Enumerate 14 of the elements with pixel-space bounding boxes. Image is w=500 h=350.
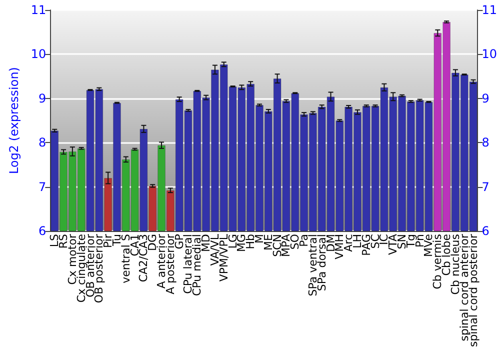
y2-tick-label: 7	[482, 180, 490, 194]
y-tick-label: 6	[38, 224, 46, 238]
y2-tick-label: 10	[482, 47, 498, 62]
y-tick-label: 9	[38, 91, 46, 106]
x-tick-label: OB posterior	[92, 234, 106, 304]
y2-tick-label: 6	[482, 224, 490, 238]
y-tick-label: 8	[38, 136, 46, 150]
y-tick-label: 10	[30, 47, 46, 62]
y2-tick-label: 8	[482, 136, 490, 150]
y-tick-label: 11	[30, 3, 46, 17]
y2-tick-label: 9	[482, 91, 490, 106]
y2-tick-label: 11	[482, 3, 498, 17]
y-tick-label: 7	[38, 180, 46, 194]
y-axis-title: Log2 (expression)	[7, 67, 21, 174]
